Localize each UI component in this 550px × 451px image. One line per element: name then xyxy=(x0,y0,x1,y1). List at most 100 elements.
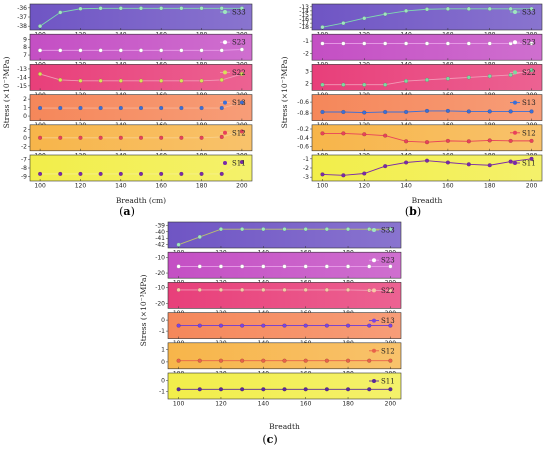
data-point xyxy=(176,358,181,363)
x-tick-label: 100 xyxy=(173,401,185,408)
data-point xyxy=(240,264,245,269)
y-tick-label: -18 xyxy=(299,24,309,31)
panel-s23: 987100120140160180200S23 xyxy=(23,33,253,69)
panel-s11: -7-8-9 100 120 140 160 180 200 S11 xyxy=(21,154,253,190)
data-point xyxy=(324,287,329,292)
data-point xyxy=(404,41,409,46)
y-tick-label: 0 xyxy=(23,135,27,142)
y-tick-label: -9 xyxy=(21,173,27,180)
data-point xyxy=(219,105,224,111)
data-point xyxy=(362,110,367,115)
data-point xyxy=(240,323,245,328)
y-tick-label: -10 xyxy=(155,285,165,292)
data-point xyxy=(529,41,534,46)
legend-label: S22 xyxy=(232,69,246,77)
data-point xyxy=(487,6,492,11)
data-point xyxy=(138,48,144,53)
legend-label: S33 xyxy=(381,227,395,235)
y-tick-label: -1 xyxy=(159,389,165,396)
data-point xyxy=(179,78,184,83)
data-point xyxy=(239,47,244,52)
y-tick-label: -20 xyxy=(155,300,165,307)
data-point xyxy=(199,135,204,140)
x-tick-label: 100 xyxy=(34,183,46,190)
legend-label: S12 xyxy=(522,129,536,137)
y-axis-label: Stress (×10⁻³MPa) xyxy=(139,275,148,347)
data-point xyxy=(345,387,351,392)
data-point xyxy=(78,6,83,11)
data-point xyxy=(239,71,244,77)
panel-s11: 0 -1 100 120 140 160 180 200 S11 xyxy=(159,372,402,408)
data-point xyxy=(424,158,430,163)
data-point xyxy=(388,227,393,232)
data-point xyxy=(388,288,393,293)
x-tick-label: 120 xyxy=(75,183,87,190)
data-point xyxy=(367,227,372,232)
data-point xyxy=(118,171,123,176)
data-point xyxy=(445,160,450,165)
legend-marker xyxy=(372,288,376,293)
data-point xyxy=(383,133,388,138)
data-point xyxy=(261,264,266,269)
panel-s22: -13-14-15100120140160180200S22 xyxy=(17,64,253,99)
y-tick-label: 1 xyxy=(23,105,27,112)
x-tick-label: 180 xyxy=(342,401,354,408)
data-point xyxy=(58,48,63,53)
data-point xyxy=(320,25,325,30)
data-point xyxy=(362,16,367,21)
x-tick-label: 140 xyxy=(258,401,270,408)
data-point xyxy=(320,131,325,136)
y-tick-label: 1 xyxy=(161,347,165,354)
data-point xyxy=(282,358,287,363)
data-point xyxy=(487,74,492,79)
y-tick-label: -14 xyxy=(299,8,309,15)
data-point xyxy=(466,75,471,80)
data-point xyxy=(218,358,224,363)
data-point xyxy=(78,78,83,83)
y-tick-label: -13 xyxy=(17,66,27,73)
panel-s13: 210100120140160180200S13 xyxy=(23,94,253,129)
data-point xyxy=(38,171,43,176)
data-point xyxy=(78,48,83,53)
data-point xyxy=(345,287,351,292)
legend-marker xyxy=(513,130,517,135)
data-point xyxy=(239,129,244,134)
data-point xyxy=(282,264,287,269)
data-point xyxy=(282,387,287,392)
legend-marker xyxy=(513,40,517,45)
x-axis-label: Breadth xyxy=(269,422,300,431)
data-point xyxy=(197,358,202,363)
data-point xyxy=(58,135,63,140)
panel-background xyxy=(167,372,402,400)
y-tick-label: -2 xyxy=(303,50,309,57)
data-point xyxy=(38,135,43,140)
data-point xyxy=(38,24,43,29)
data-point xyxy=(282,323,287,328)
data-point xyxy=(138,135,144,140)
panel-s12: 10100120140160180200S12 xyxy=(161,342,402,377)
y-tick-label: -16 xyxy=(299,16,309,23)
data-point xyxy=(508,159,513,164)
data-point xyxy=(239,6,244,11)
panel-background xyxy=(167,282,402,309)
data-point xyxy=(240,387,245,392)
y-tick-label: -20 xyxy=(155,270,165,277)
panel-caption: (a) xyxy=(119,205,135,218)
legend-label: S11 xyxy=(232,160,246,168)
panel-s23: -1-2100120140160180200S23 xyxy=(303,33,543,69)
y-tick-label: 2 xyxy=(23,96,27,103)
data-point xyxy=(508,138,513,143)
data-point xyxy=(261,323,266,328)
legend-label: S12 xyxy=(232,129,246,137)
data-point xyxy=(529,138,534,143)
x-tick-label: 160 xyxy=(442,183,454,190)
data-point xyxy=(239,100,244,105)
data-point xyxy=(303,287,308,292)
data-point xyxy=(138,78,144,83)
y-tick-label: -0.8 xyxy=(297,110,309,117)
panel-s13: -0.6-0.8100120140160180200S13 xyxy=(297,94,543,129)
y-tick-label: 2 xyxy=(305,81,309,88)
data-point xyxy=(179,105,184,111)
data-point xyxy=(199,105,204,111)
data-point xyxy=(98,48,103,53)
